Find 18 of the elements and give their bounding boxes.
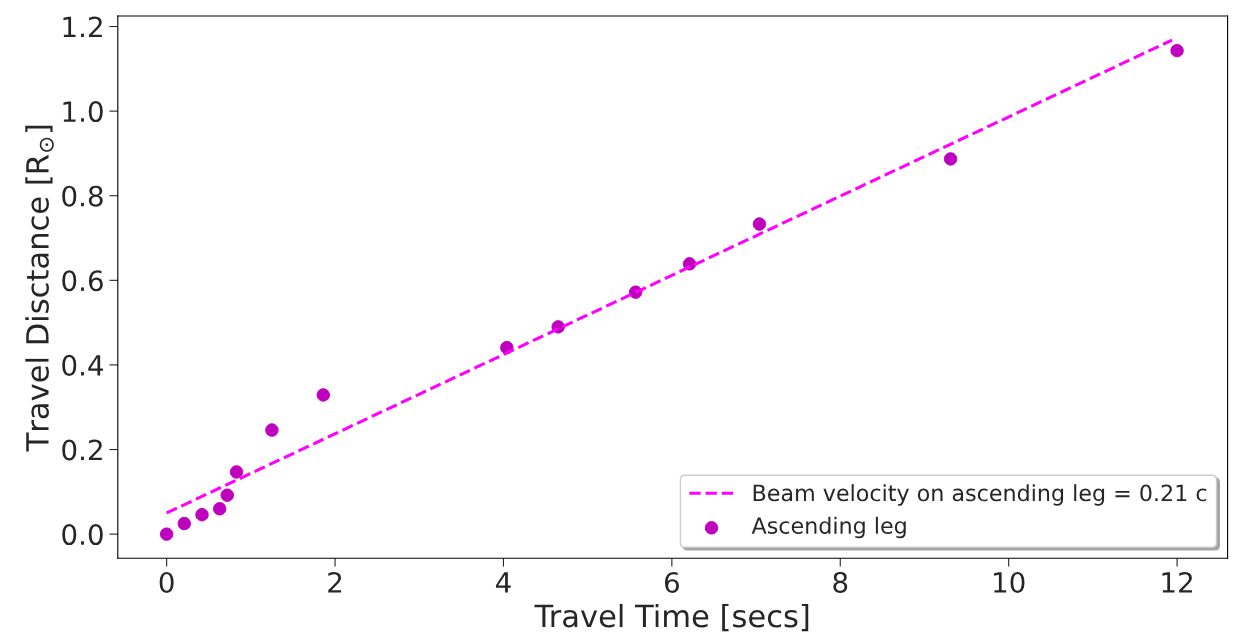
y-tick-label: 0.4 xyxy=(62,354,104,376)
y-tick-label: 0.2 xyxy=(62,439,102,461)
y-tick-label: 0.8 xyxy=(62,185,103,207)
x-axis-title: Travel Time [secs] xyxy=(534,603,809,632)
y-tick-label: 1.2 xyxy=(63,16,102,38)
y-tick-label: 1.0 xyxy=(63,101,103,123)
y-tick-label: 0.0 xyxy=(62,524,103,546)
x-tick-label: 0 xyxy=(159,571,174,593)
y-tick-label: 0.6 xyxy=(62,270,103,292)
legend-label: Beam velocity on ascending leg = 0.21 c xyxy=(753,484,1207,506)
x-tick-label: 4 xyxy=(495,572,511,593)
y-axis-title: Travel Disctance [R$_{⊙}$] xyxy=(25,125,54,452)
legend-label: Ascending leg xyxy=(751,516,906,539)
x-tick-label: 2 xyxy=(328,571,342,593)
x-tick-label: 10 xyxy=(994,571,1025,593)
x-tick-label: 12 xyxy=(1162,571,1192,593)
x-tick-label: 6 xyxy=(664,571,679,593)
x-tick-label: 8 xyxy=(833,571,848,593)
